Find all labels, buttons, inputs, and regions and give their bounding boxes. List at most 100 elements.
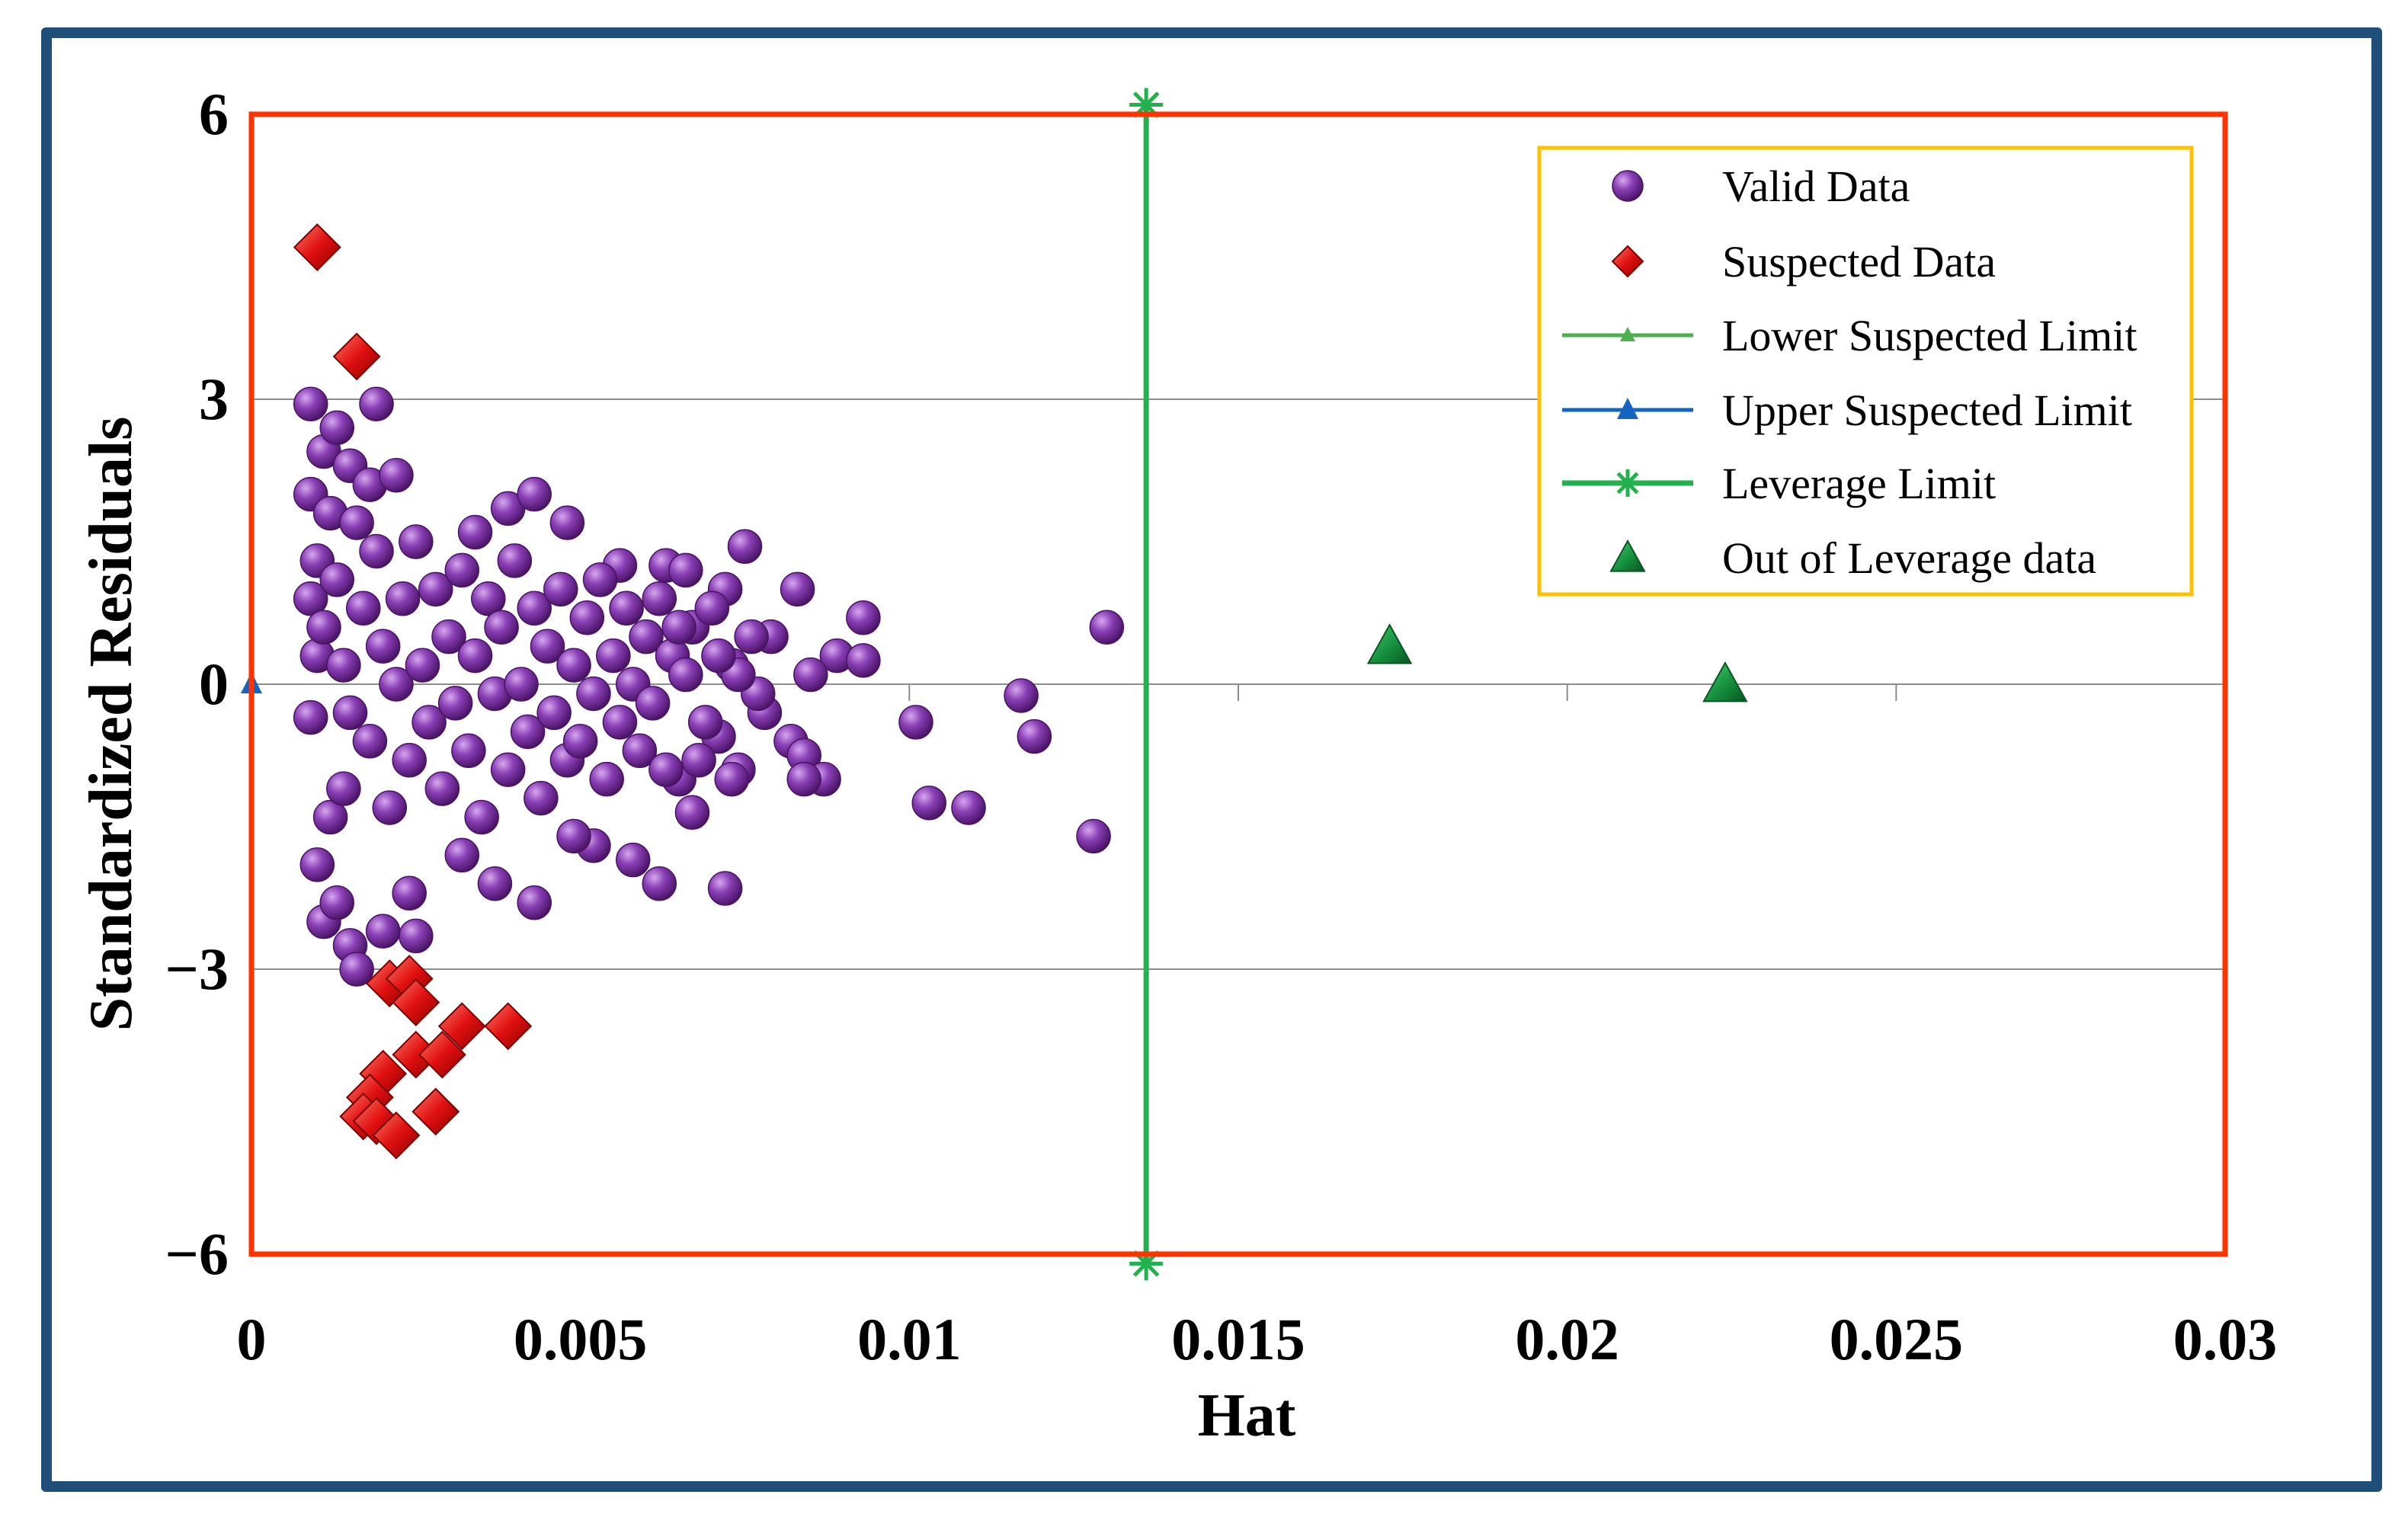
valid-data-point bbox=[714, 761, 749, 797]
valid-data-point bbox=[517, 590, 552, 626]
valid-data-point bbox=[379, 667, 414, 702]
valid-data-point bbox=[490, 752, 526, 787]
valid-data-point bbox=[517, 476, 552, 512]
data-points bbox=[241, 223, 1748, 1160]
valid-data-point bbox=[609, 590, 644, 626]
valid-data-point bbox=[648, 752, 684, 787]
valid-data-point bbox=[734, 619, 769, 654]
valid-data-point bbox=[1017, 718, 1052, 754]
valid-data-point bbox=[418, 571, 453, 607]
x-tick-label: 0.03 bbox=[2173, 1306, 2278, 1372]
plot-area-border bbox=[248, 111, 2228, 1257]
valid-data-point bbox=[727, 529, 763, 564]
y-tick-label: 3 bbox=[199, 366, 229, 432]
valid-data-point bbox=[293, 581, 328, 616]
x-tick-label: 0.025 bbox=[1830, 1306, 1964, 1372]
suspected-data-point bbox=[332, 332, 381, 381]
valid-data-point bbox=[392, 875, 427, 911]
valid-data-point bbox=[359, 386, 394, 421]
valid-data-point bbox=[642, 866, 677, 901]
legend-label: Upper Suspected Limit bbox=[1722, 386, 2132, 435]
valid-data-point bbox=[399, 524, 434, 559]
legend-item: Upper Suspected Limit bbox=[1562, 386, 2132, 435]
valid-data-point bbox=[569, 600, 605, 635]
valid-data-point bbox=[497, 543, 533, 578]
valid-data-point bbox=[681, 742, 716, 778]
valid-data-point bbox=[707, 871, 743, 906]
legend-label: Lower Suspected Limit bbox=[1722, 311, 2137, 360]
valid-data-point bbox=[898, 705, 933, 740]
valid-data-point bbox=[444, 837, 480, 873]
valid-data-point bbox=[622, 733, 658, 769]
valid-data-point bbox=[399, 918, 434, 954]
legend: Valid Data Suspected Data Lower Suspected … bbox=[1537, 146, 2194, 597]
out-of-leverage-point bbox=[1366, 623, 1413, 664]
y-tick-label: 6 bbox=[199, 81, 229, 147]
valid-data-point bbox=[576, 676, 611, 712]
valid-data-point bbox=[424, 771, 460, 806]
valid-data-point bbox=[582, 562, 618, 597]
valid-data-point bbox=[562, 724, 598, 759]
valid-data-point bbox=[694, 590, 730, 626]
valid-data-point bbox=[326, 771, 361, 806]
valid-data-point bbox=[299, 847, 335, 882]
valid-data-point bbox=[306, 610, 341, 645]
valid-data-point bbox=[365, 629, 401, 664]
valid-data-point bbox=[339, 952, 374, 987]
suspected-data-point bbox=[418, 1030, 466, 1079]
valid-data-point bbox=[326, 648, 361, 683]
valid-data-point bbox=[661, 610, 696, 645]
valid-data-point bbox=[471, 581, 506, 616]
valid-data-point bbox=[457, 638, 493, 674]
valid-data-point bbox=[477, 866, 513, 901]
valid-data-point bbox=[319, 410, 354, 446]
valid-data-point bbox=[668, 657, 703, 693]
valid-data-point bbox=[1089, 610, 1125, 645]
legend-suspected-symbol bbox=[1611, 245, 1644, 278]
x-axis-tick-labels: 0 0.005 0.01 0.015 0.02 0.025 0.03 bbox=[237, 1306, 2278, 1372]
x-tick-label: 0.005 bbox=[514, 1306, 648, 1372]
x-tick-label: 0 bbox=[237, 1306, 267, 1372]
valid-data-point bbox=[457, 514, 493, 550]
y-tick-label: −3 bbox=[165, 936, 229, 1002]
suspected-data-point bbox=[484, 1002, 533, 1051]
valid-data-point bbox=[293, 386, 328, 421]
valid-data-point bbox=[484, 610, 519, 645]
legend-label: Suspected Data bbox=[1722, 237, 1996, 286]
legend-out-of-leverage-symbol bbox=[1609, 539, 1646, 572]
valid-data-point bbox=[411, 705, 447, 740]
valid-data-point bbox=[346, 590, 381, 626]
valid-data-point bbox=[596, 638, 631, 674]
valid-data-point bbox=[365, 914, 401, 949]
valid-data-point bbox=[517, 885, 552, 920]
y-tick-label: 0 bbox=[199, 651, 229, 717]
suspected-data-point bbox=[293, 223, 341, 271]
valid-data-point bbox=[319, 885, 354, 920]
legend-box bbox=[1537, 146, 2194, 597]
valid-data-point bbox=[379, 457, 414, 493]
legend-item: Valid Data bbox=[1612, 162, 1910, 211]
valid-data-point bbox=[846, 600, 881, 635]
valid-data-point bbox=[352, 724, 388, 759]
legend-lower-limit-marker bbox=[1620, 327, 1635, 341]
suspected-data-point bbox=[411, 1087, 460, 1136]
valid-data-point bbox=[451, 733, 486, 769]
valid-data-point bbox=[293, 699, 328, 735]
y-axis-title: Standardized Residuals bbox=[78, 417, 145, 1032]
x-axis-title: Hat bbox=[1198, 1382, 1296, 1449]
suspected-data-point bbox=[392, 978, 440, 1027]
leverage-limit-star-stroke bbox=[1616, 472, 1639, 494]
valid-data-point bbox=[786, 761, 821, 797]
valid-data-point bbox=[674, 795, 710, 831]
valid-data-point bbox=[392, 742, 427, 778]
valid-data-point bbox=[464, 799, 499, 835]
x-tick-label: 0.02 bbox=[1515, 1306, 1619, 1372]
valid-data-point bbox=[504, 667, 539, 702]
valid-data-point bbox=[524, 780, 559, 816]
valid-data-point bbox=[530, 629, 565, 664]
valid-data-point bbox=[668, 552, 703, 588]
valid-data-point bbox=[911, 786, 946, 821]
valid-data-point bbox=[319, 562, 354, 597]
valid-data-point bbox=[635, 686, 671, 721]
